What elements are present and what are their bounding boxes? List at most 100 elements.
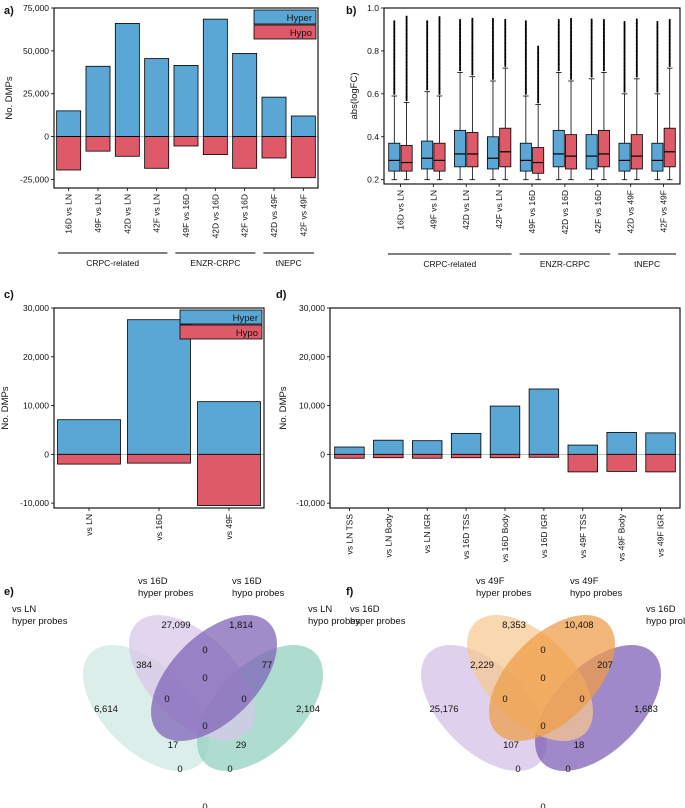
outlier-point bbox=[459, 69, 462, 72]
outlier-point bbox=[557, 35, 560, 38]
outliers-hypo-7 bbox=[635, 18, 638, 78]
outlier-point bbox=[537, 87, 540, 90]
outlier-point bbox=[602, 38, 605, 41]
outlier-point bbox=[635, 74, 638, 77]
outlier-point bbox=[471, 60, 474, 63]
outlier-point bbox=[426, 70, 429, 73]
outlier-point bbox=[438, 85, 441, 88]
outlier-point bbox=[393, 38, 396, 41]
outlier-point bbox=[471, 51, 474, 54]
outlier-point bbox=[590, 22, 593, 25]
outlier-point bbox=[602, 66, 605, 69]
legend-label-hyper: Hyper bbox=[233, 313, 258, 324]
outlier-point bbox=[405, 64, 408, 67]
outlier-point bbox=[537, 90, 540, 93]
outlier-point bbox=[393, 55, 396, 58]
outlier-point bbox=[504, 62, 507, 65]
outlier-point bbox=[524, 62, 527, 65]
outlier-point bbox=[656, 53, 659, 56]
outlier-point bbox=[570, 59, 573, 62]
outlier-point bbox=[524, 84, 527, 87]
x-tick-label: vs 49F Body bbox=[617, 513, 627, 561]
bar-hypo-2 bbox=[412, 453, 443, 459]
outlier-point bbox=[438, 74, 441, 77]
outlier-point bbox=[405, 65, 408, 68]
outlier-point bbox=[459, 49, 462, 52]
outlier-point bbox=[656, 30, 659, 33]
outlier-point bbox=[668, 34, 671, 37]
outlier-point bbox=[623, 44, 626, 47]
outlier-point bbox=[602, 41, 605, 44]
outlier-point bbox=[557, 51, 560, 54]
outlier-point bbox=[590, 18, 593, 21]
outlier-point bbox=[405, 16, 408, 19]
outlier-point bbox=[570, 42, 573, 45]
legend-swatch-hyper bbox=[179, 309, 263, 325]
outlier-point bbox=[524, 56, 527, 59]
bar-hyper-4 bbox=[173, 65, 199, 137]
outlier-point bbox=[405, 54, 408, 57]
outlier-point bbox=[491, 76, 494, 79]
venn-count-abc: 0 bbox=[540, 673, 545, 684]
outlier-point bbox=[393, 57, 396, 60]
outlier-point bbox=[623, 85, 626, 88]
outlier-point bbox=[393, 39, 396, 42]
bar-hypo-1 bbox=[373, 453, 404, 459]
outliers-hypo-6 bbox=[602, 19, 605, 72]
outlier-point bbox=[602, 52, 605, 55]
box-hypo-2 bbox=[466, 132, 479, 168]
bar-hypo-7 bbox=[261, 136, 287, 159]
outlier-point bbox=[524, 80, 527, 83]
outlier-point bbox=[491, 30, 494, 33]
x-tick-label: 42D vs LN bbox=[461, 190, 471, 230]
outlier-point bbox=[393, 45, 396, 48]
outlier-point bbox=[393, 60, 396, 63]
venn-count-c: 10,408 bbox=[564, 620, 593, 631]
outlier-point bbox=[393, 77, 396, 80]
outlier-point bbox=[623, 32, 626, 35]
outlier-point bbox=[524, 28, 527, 31]
outlier-point bbox=[623, 47, 626, 50]
outlier-point bbox=[438, 53, 441, 56]
outlier-point bbox=[635, 49, 638, 52]
plot-frame bbox=[329, 307, 681, 509]
box-hypo-8 bbox=[663, 127, 676, 168]
outlier-point bbox=[524, 67, 527, 70]
outlier-point bbox=[504, 46, 507, 49]
outlier-point bbox=[537, 45, 540, 48]
y-axis-label: No. DMPs bbox=[278, 386, 289, 430]
venn-count-abd: 0 bbox=[565, 764, 570, 775]
outlier-point bbox=[668, 53, 671, 56]
bar-hyper-0 bbox=[56, 110, 82, 137]
outlier-point bbox=[590, 54, 593, 57]
outlier-point bbox=[491, 63, 494, 66]
outlier-point bbox=[635, 63, 638, 66]
outlier-point bbox=[438, 21, 441, 24]
outlier-point bbox=[570, 55, 573, 58]
outlier-point bbox=[405, 42, 408, 45]
outlier-point bbox=[537, 77, 540, 80]
venn-count-d: 2,104 bbox=[296, 704, 320, 715]
outlier-point bbox=[557, 65, 560, 68]
outlier-point bbox=[570, 27, 573, 30]
outlier-point bbox=[438, 83, 441, 86]
outlier-point bbox=[570, 30, 573, 33]
outlier-point bbox=[405, 22, 408, 25]
outlier-point bbox=[491, 62, 494, 65]
outlier-point bbox=[438, 59, 441, 62]
outlier-point bbox=[557, 66, 560, 69]
outlier-point bbox=[557, 48, 560, 51]
outlier-point bbox=[459, 44, 462, 47]
outlier-point bbox=[590, 58, 593, 61]
outlier-point bbox=[438, 80, 441, 83]
venn-count-abd: 0 bbox=[227, 764, 232, 775]
outlier-point bbox=[668, 37, 671, 40]
outlier-point bbox=[438, 51, 441, 53]
bar-hypo-6 bbox=[567, 453, 598, 473]
outlier-point bbox=[393, 27, 396, 30]
outlier-point bbox=[459, 39, 462, 42]
outlier-point bbox=[635, 46, 638, 49]
outlier-point bbox=[438, 69, 441, 72]
outlier-point bbox=[623, 73, 626, 76]
outlier-point bbox=[393, 51, 396, 53]
